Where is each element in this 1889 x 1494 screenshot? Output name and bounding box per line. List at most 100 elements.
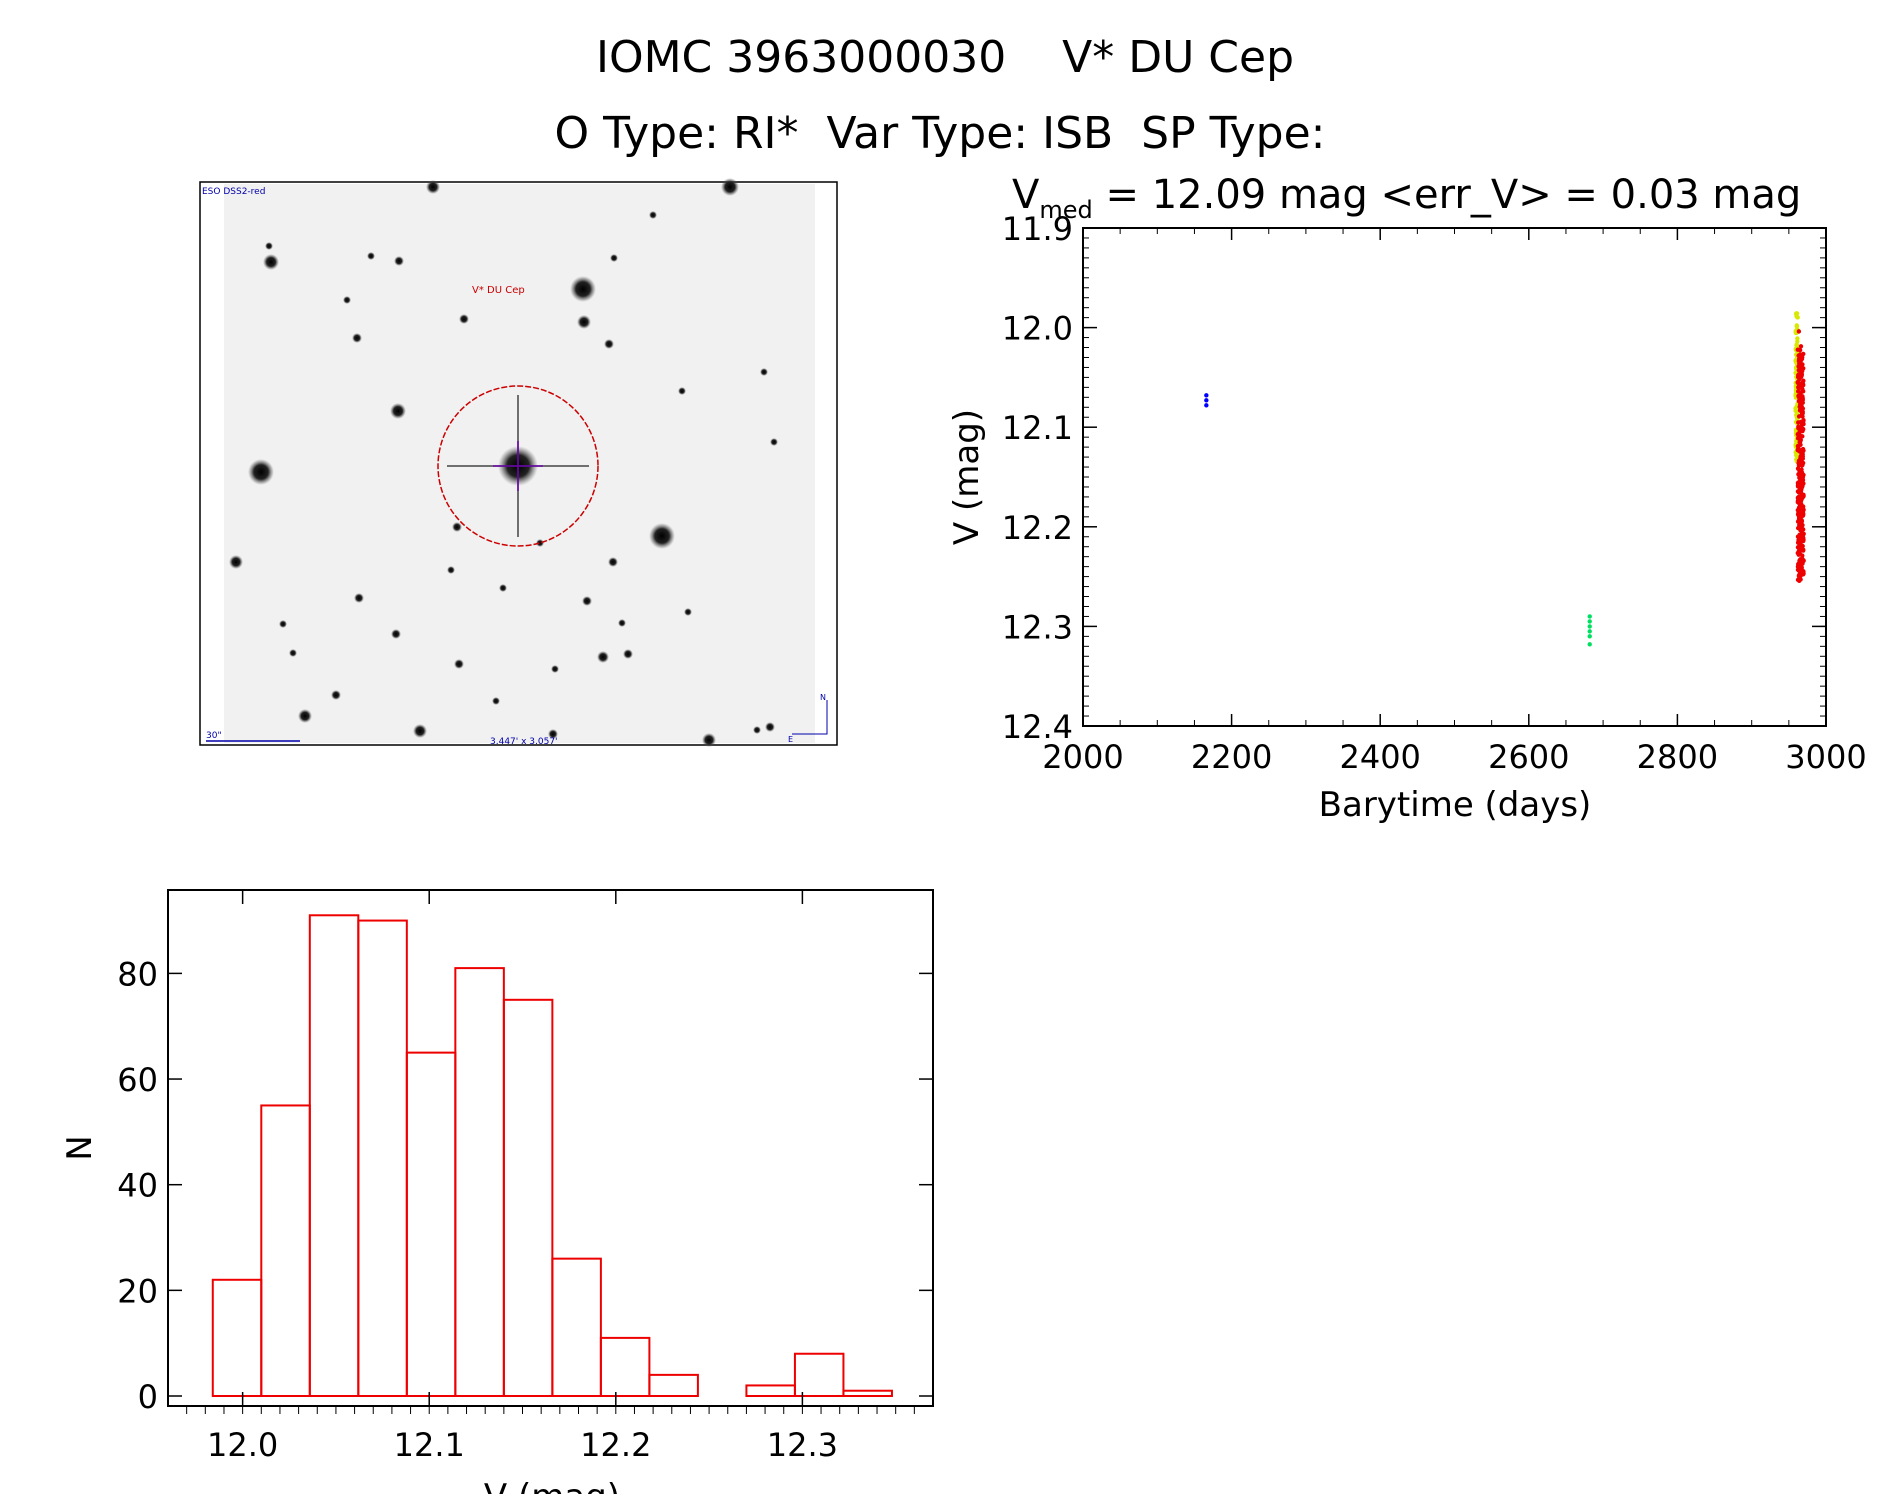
- lc-point-red: [1796, 424, 1801, 429]
- lc-point-red: [1800, 548, 1806, 553]
- histogram-bar: [648, 1373, 699, 1397]
- star-36: [551, 665, 559, 673]
- lc-point-red: [1800, 427, 1805, 433]
- star-18: [608, 557, 618, 567]
- lc-point-red: [1796, 374, 1802, 379]
- star-8: [390, 403, 406, 419]
- lc-point-red: [1796, 516, 1802, 521]
- histogram-bar: [502, 998, 554, 1397]
- lc-ytick-label: 12.2: [1002, 509, 1073, 547]
- star-29: [610, 254, 618, 262]
- lc-point-red: [1795, 507, 1801, 513]
- lc-point-red: [1795, 389, 1801, 394]
- histogram-xlabel: V (mag): [484, 1477, 620, 1494]
- lc-point-red: [1797, 532, 1802, 538]
- lc-point-red: [1797, 578, 1802, 583]
- lc-point-red: [1801, 492, 1806, 498]
- star-41: [536, 539, 544, 547]
- star-23: [331, 690, 341, 700]
- star-35: [499, 584, 507, 592]
- lc-point-green: [1587, 624, 1592, 629]
- star-17: [452, 522, 462, 532]
- star-9: [229, 555, 243, 569]
- star-19: [582, 596, 592, 606]
- lc-point-green: [1587, 634, 1592, 639]
- hist-xtick-label: 12.2: [580, 1426, 651, 1464]
- lc-point-yellow: [1793, 453, 1799, 458]
- histogram-bar: [260, 1104, 311, 1398]
- star-39: [279, 620, 287, 628]
- star-3: [248, 459, 274, 485]
- lc-point-red: [1800, 451, 1805, 457]
- lc-point-red: [1798, 462, 1803, 467]
- survey-label: ESO DSS2-red: [202, 187, 265, 197]
- target-label: V* DU Cep: [472, 285, 525, 296]
- histogram-chart: 12.0 12.1 12.2 12.3 0 20 40 60 80 V (mag) N: [60, 889, 934, 1494]
- lc-point-red: [1799, 365, 1804, 370]
- fov-label: 3.447' x 3.057': [490, 737, 558, 747]
- lc-point-blue: [1204, 403, 1209, 408]
- lc-point-green: [1587, 619, 1592, 624]
- lc-point-green: [1587, 642, 1592, 647]
- hist-ytick-label: 0: [138, 1378, 158, 1416]
- page-subtitle: O Type: RI* Var Type: ISB SP Type:: [554, 108, 1325, 159]
- histogram-bars: [211, 914, 893, 1398]
- lc-point-red: [1796, 445, 1801, 451]
- lc-point-yellow: [1795, 336, 1800, 341]
- target-circle: [437, 385, 599, 547]
- lc-point-green: [1587, 614, 1592, 619]
- hist-xtick-label: 12.1: [394, 1426, 465, 1464]
- light-curve-ylabel: V (mag): [947, 409, 987, 545]
- star-2: [570, 276, 596, 302]
- lc-point-red: [1800, 568, 1805, 573]
- lc-point-red: [1800, 394, 1805, 399]
- title-subscript: med: [1039, 196, 1092, 224]
- star-43: [492, 697, 500, 705]
- star-40: [618, 619, 626, 627]
- lc-xtick-label: 3000: [1785, 738, 1866, 776]
- sky-thumbnail: ESO DSS2-red V* DU Cep 30" 3.447' x 3.05…: [199, 178, 838, 747]
- lc-point-red: [1796, 414, 1802, 419]
- lc-point-red: [1800, 513, 1806, 518]
- histogram-axes: 12.0 12.1 12.2 12.3 0 20 40 60 80: [117, 890, 933, 1464]
- lc-point-red: [1796, 385, 1801, 390]
- lc-ytick-label: 12.4: [1002, 708, 1073, 746]
- histogram-bar: [599, 1336, 651, 1398]
- lc-point-red: [1798, 437, 1803, 443]
- lc-point-red: [1800, 409, 1805, 415]
- star-12: [702, 733, 716, 747]
- lc-point-red: [1796, 552, 1801, 557]
- lc-point-red: [1799, 380, 1805, 386]
- title-prefix: V: [1012, 172, 1040, 218]
- lc-xtick-label: 2000: [1042, 738, 1123, 776]
- star-38: [289, 649, 297, 657]
- lc-point-red: [1798, 344, 1804, 349]
- histogram-bar: [357, 919, 408, 1398]
- lc-point-yellow: [1795, 315, 1800, 320]
- lc-point-red: [1798, 399, 1803, 404]
- lc-ytick-label: 12.1: [1002, 409, 1073, 447]
- star-20: [597, 651, 609, 663]
- star-13: [394, 256, 404, 266]
- lc-point-green: [1587, 629, 1592, 634]
- star-37: [684, 608, 692, 616]
- lc-point-red: [1798, 543, 1804, 548]
- lc-xtick-label: 2600: [1488, 738, 1569, 776]
- light-curve-axes: 2000 2200 2400 2600 2800 3000 11.9 12.0 12.1 12.2…: [1002, 210, 1867, 776]
- star-30: [649, 211, 657, 219]
- lc-ytick-label: 12.0: [1002, 310, 1073, 348]
- compass-east-label: E: [788, 735, 793, 744]
- hist-ytick-label: 80: [117, 955, 158, 993]
- star-25: [548, 729, 558, 739]
- star-33: [765, 722, 775, 732]
- histogram-bar: [308, 914, 360, 1397]
- lc-point-yellow: [1794, 311, 1799, 317]
- lc-point-red: [1797, 522, 1802, 528]
- lc-point-yellow: [1793, 408, 1798, 413]
- hist-xtick-label: 12.0: [207, 1426, 278, 1464]
- star-16: [604, 339, 614, 349]
- star-15: [352, 333, 362, 343]
- histogram-frame: [167, 889, 934, 1407]
- histogram-bar: [842, 1389, 893, 1398]
- star-28: [367, 252, 375, 260]
